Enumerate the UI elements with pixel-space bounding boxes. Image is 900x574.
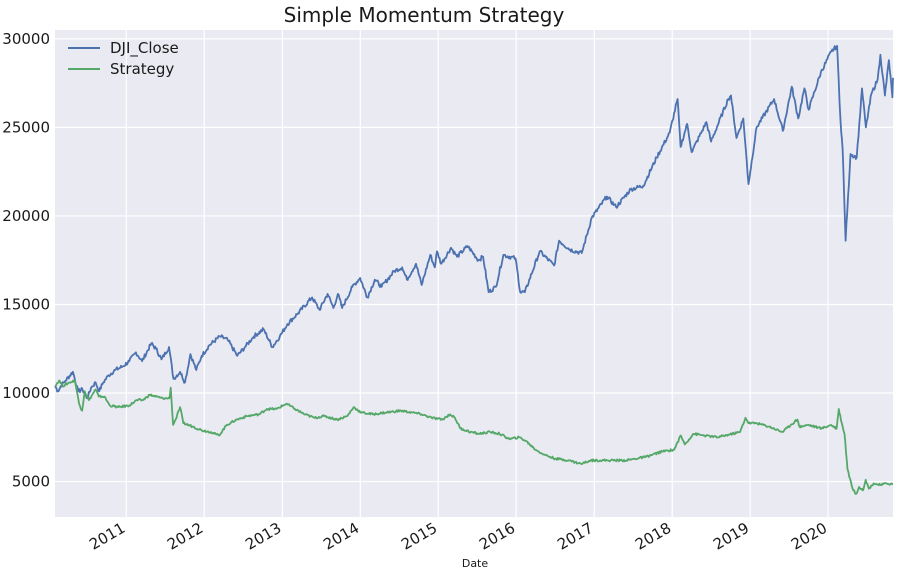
y-tick-label: 15000 [2,295,50,313]
x-axis-label: Date [462,557,489,570]
x-tick-label: 2013 [242,519,284,554]
x-tick-label: 2012 [164,519,206,554]
y-tick-label: 5000 [12,473,50,491]
x-tick-label: 2019 [710,519,752,554]
x-tick-label: 2015 [398,519,440,554]
series-layer [54,45,894,495]
x-tick-label: 2011 [86,519,128,554]
x-tick-label: 2017 [554,519,596,554]
plot-area [55,30,893,517]
x-axis: 2011 2012 2013 2014 2015 2016 2017 2018 2019 2020 [86,519,830,554]
y-tick-label: 20000 [2,207,50,225]
legend: DJI_Close Strategy [68,39,179,78]
series-line-strategy [54,379,894,495]
y-axis: 5000 10000 15000 20000 25000 30000 [2,30,50,491]
x-tick-label: 2020 [788,519,830,554]
y-tick-label: 25000 [2,118,50,136]
legend-label: DJI_Close [110,39,179,58]
legend-label: Strategy [110,60,174,78]
y-tick-label: 30000 [2,30,50,48]
x-tick-label: 2016 [476,519,518,554]
x-tick-label: 2018 [632,519,674,554]
series-line-dji-close [54,45,894,400]
x-tick-label: 2014 [320,519,362,554]
chart-title: Simple Momentum Strategy [284,3,565,27]
y-tick-label: 10000 [2,384,50,402]
grid [55,30,893,517]
